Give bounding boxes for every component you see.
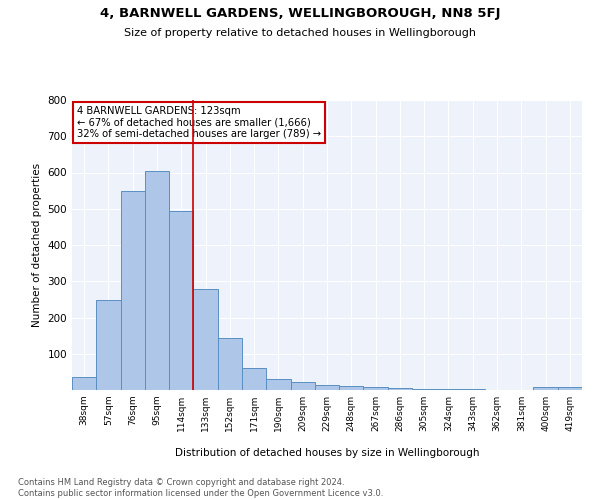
Bar bbox=[388, 388, 412, 390]
Bar bbox=[121, 192, 145, 390]
Bar bbox=[533, 387, 558, 390]
Text: 4, BARNWELL GARDENS, WELLINGBOROUGH, NN8 5FJ: 4, BARNWELL GARDENS, WELLINGBOROUGH, NN8… bbox=[100, 8, 500, 20]
Bar bbox=[266, 379, 290, 390]
Text: Contains HM Land Registry data © Crown copyright and database right 2024.
Contai: Contains HM Land Registry data © Crown c… bbox=[18, 478, 383, 498]
Bar bbox=[193, 288, 218, 390]
Bar bbox=[412, 389, 436, 390]
Bar bbox=[558, 388, 582, 390]
Bar bbox=[339, 386, 364, 390]
Bar bbox=[96, 300, 121, 390]
Bar bbox=[436, 388, 461, 390]
Bar bbox=[242, 368, 266, 390]
Text: 4 BARNWELL GARDENS: 123sqm
← 67% of detached houses are smaller (1,666)
32% of s: 4 BARNWELL GARDENS: 123sqm ← 67% of deta… bbox=[77, 106, 321, 139]
Y-axis label: Number of detached properties: Number of detached properties bbox=[32, 163, 42, 327]
Bar bbox=[290, 382, 315, 390]
Bar bbox=[315, 384, 339, 390]
Bar bbox=[72, 378, 96, 390]
Bar bbox=[218, 338, 242, 390]
Text: Size of property relative to detached houses in Wellingborough: Size of property relative to detached ho… bbox=[124, 28, 476, 38]
Bar bbox=[364, 387, 388, 390]
Text: Distribution of detached houses by size in Wellingborough: Distribution of detached houses by size … bbox=[175, 448, 479, 458]
Bar bbox=[145, 170, 169, 390]
Bar bbox=[169, 212, 193, 390]
